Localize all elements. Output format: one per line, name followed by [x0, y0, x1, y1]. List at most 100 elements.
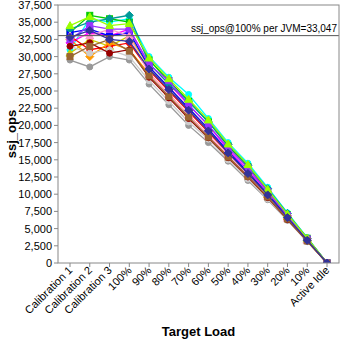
y-tick-label: 5,000 [24, 223, 52, 235]
x-tick [168, 263, 169, 267]
point [284, 215, 290, 221]
plot-bg [58, 5, 339, 263]
point [67, 54, 73, 60]
series-line [70, 43, 327, 263]
point [106, 22, 114, 29]
point [224, 140, 232, 147]
y-tick [54, 5, 58, 6]
point [283, 214, 291, 222]
y-tick-label: 12,500 [18, 171, 52, 183]
x-tick-label: 50% [209, 264, 233, 288]
series-line [70, 29, 327, 263]
point [86, 13, 94, 20]
y-tick-label: 10,000 [18, 188, 52, 200]
y-tick [54, 73, 58, 74]
y-tick-label: 35,000 [18, 16, 52, 28]
point [185, 95, 193, 102]
series-line [70, 26, 327, 263]
x-tick [307, 263, 308, 267]
point [304, 237, 310, 243]
y-tick [54, 39, 58, 40]
point [224, 149, 232, 157]
series-line [70, 36, 327, 263]
x-tick-label: Active Idle [287, 264, 331, 308]
point [204, 127, 212, 135]
y-tick [54, 125, 58, 126]
x-tick-label: 20% [268, 264, 292, 288]
x-tick-label: 80% [149, 264, 173, 288]
point [145, 54, 153, 61]
point [125, 11, 133, 19]
point [204, 116, 212, 123]
series-line [70, 15, 327, 263]
chart: 02,5005,0007,50010,00012,50015,00017,500… [0, 0, 348, 348]
x-tick [228, 263, 229, 267]
point [125, 46, 133, 54]
series-line [70, 15, 327, 263]
point [107, 50, 113, 56]
y-tick [54, 263, 58, 264]
y-tick-label: 32,500 [18, 33, 52, 45]
y-axis-label: ssj_ops [4, 110, 19, 158]
point [166, 94, 172, 100]
point [86, 26, 94, 34]
x-tick [109, 263, 110, 267]
point [87, 50, 93, 56]
x-tick-label: 90% [129, 264, 153, 288]
y-tick [54, 142, 58, 143]
series-line [70, 19, 327, 263]
y-tick-label: 2,500 [24, 240, 52, 252]
point [186, 114, 192, 120]
point [106, 35, 114, 43]
point [245, 171, 251, 177]
x-tick [70, 263, 71, 267]
y-tick [54, 211, 58, 212]
y-tick [54, 245, 58, 246]
series-line [70, 17, 327, 263]
point [125, 37, 133, 45]
series-line [70, 39, 327, 263]
x-axis-label: Target Load [162, 324, 235, 339]
series-line [70, 29, 327, 263]
point [165, 86, 173, 94]
series-line [70, 30, 327, 263]
point [244, 170, 252, 178]
y-tick [54, 159, 58, 160]
y-tick [54, 177, 58, 178]
series-line [70, 29, 327, 263]
plot-frame [58, 5, 339, 263]
y-tick-label: 17,500 [18, 137, 52, 149]
point [165, 75, 173, 82]
x-tick [188, 263, 189, 267]
series-line [70, 46, 327, 263]
y-tick [54, 194, 58, 195]
x-tick [247, 263, 248, 267]
point [303, 236, 311, 244]
x-tick [287, 263, 288, 267]
x-tick [327, 263, 328, 267]
plot-area [58, 11, 339, 263]
point [185, 106, 193, 114]
point [225, 150, 231, 156]
series-line [70, 39, 327, 263]
y-tick-label: 37,500 [18, 0, 52, 11]
x-tick-label: 70% [169, 264, 193, 288]
y-tick [54, 108, 58, 109]
y-tick [54, 56, 58, 57]
x-tick [208, 263, 209, 267]
y-tick-label: 20,000 [18, 119, 52, 131]
x-tick [129, 263, 130, 267]
point [107, 36, 113, 42]
x-tick [149, 263, 150, 267]
y-tick-label: 15,000 [18, 154, 52, 166]
y-tick [54, 22, 58, 23]
y-tick-label: 0 [46, 257, 52, 269]
point [146, 73, 152, 79]
point [67, 43, 73, 49]
point [244, 161, 252, 168]
point [67, 43, 73, 49]
x-tick [267, 263, 268, 267]
series-line [70, 57, 327, 263]
reference-line [58, 35, 339, 36]
point [205, 135, 211, 141]
